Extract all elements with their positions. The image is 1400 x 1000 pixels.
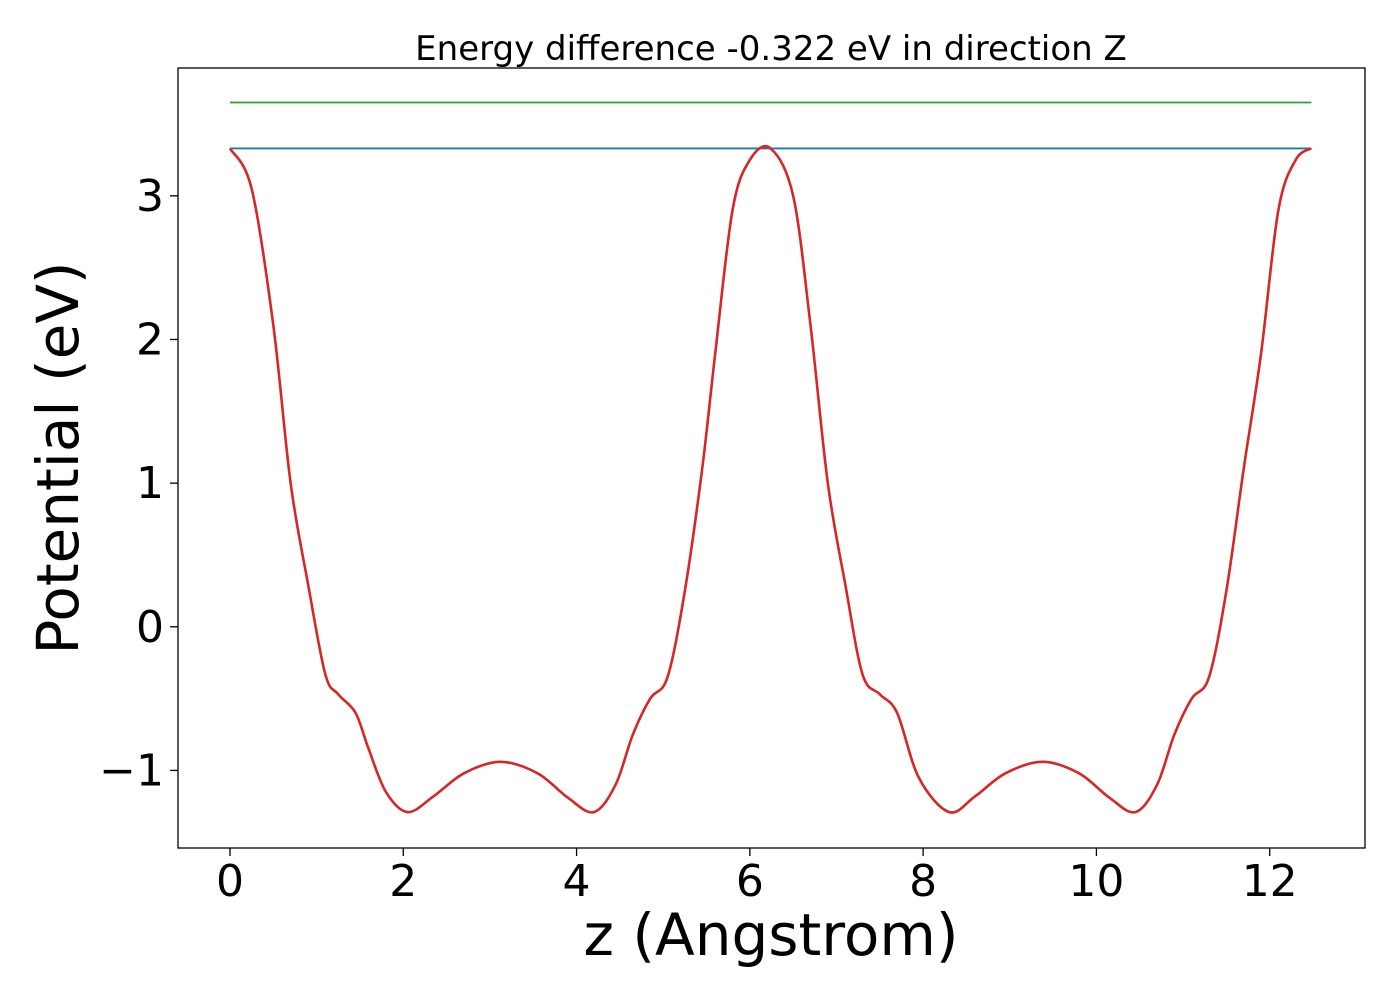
y-tick-label: 0 (136, 602, 164, 653)
x-tick-label: 6 (736, 856, 764, 907)
y-tick-label: 1 (136, 458, 164, 509)
plot-frame (177, 67, 1366, 849)
y-tick-label: 3 (136, 171, 164, 222)
x-axis-label: z (Angstrom) (584, 901, 959, 969)
x-tick-label: 8 (909, 856, 937, 907)
y-tick-label: −1 (99, 745, 164, 796)
chart-title: Energy difference -0.322 eV in direction… (415, 29, 1127, 69)
x-tick-label: 2 (389, 856, 417, 907)
y-tick-label: 2 (136, 314, 164, 365)
x-tick-label: 12 (1242, 856, 1298, 907)
series-layer (228, 101, 1313, 814)
x-tick-label: 0 (216, 856, 244, 907)
potential-curve (228, 144, 1313, 814)
x-tick-label: 10 (1068, 856, 1124, 907)
y-axis-label: Potential (eV) (24, 261, 92, 654)
x-tick-label: 4 (563, 856, 591, 907)
